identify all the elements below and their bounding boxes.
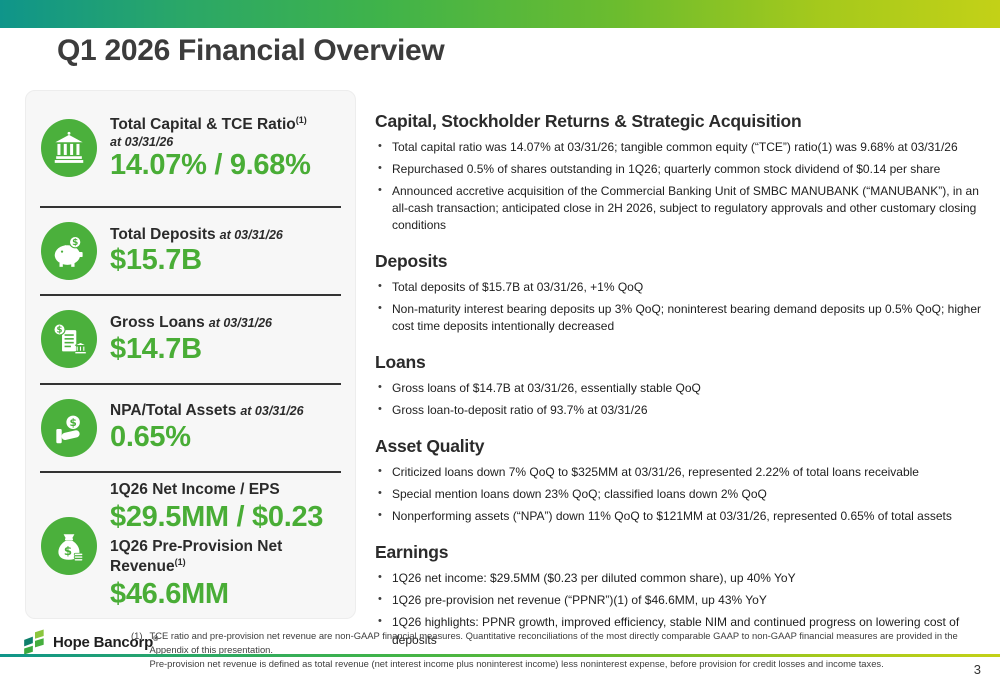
bullet-item: Gross loans of $14.7B at 03/31/26, essen…: [375, 380, 989, 397]
section-heading: Asset Quality: [375, 436, 485, 457]
svg-text:$: $: [69, 417, 76, 429]
svg-text:$: $: [64, 544, 72, 558]
bullet-item: Non-maturity interest bearing deposits u…: [375, 301, 989, 335]
footnote-text: TCE ratio and pre-provision net revenue …: [149, 630, 958, 670]
metric-title: 1Q26 Pre-Provision Net Revenue(1): [110, 538, 283, 575]
piggy-bank-icon: $: [41, 222, 97, 281]
footnote-marker: (1): [131, 630, 143, 641]
page-title: Q1 2026 Financial Overview: [57, 34, 445, 67]
hope-bancorp-logo-icon: [24, 629, 44, 655]
divider: [40, 382, 341, 385]
section-capital: Capital, Stockholder Returns & Strategic…: [375, 111, 989, 234]
metric-date: at 03/31/26: [208, 315, 272, 330]
footnote: (1) TCE ratio and pre-provision net reve…: [131, 629, 987, 671]
hand-coin-icon: $: [41, 398, 97, 457]
divider: [40, 471, 341, 474]
metric-value: $29.5MM / $0.23: [110, 500, 324, 533]
metric-net-income: $ 1Q26 Net Income / EPS $29.5MM / $0.23 …: [26, 473, 355, 618]
bullet-item: Repurchased 0.5% of shares outstanding i…: [375, 161, 989, 178]
money-bag-icon: $: [41, 516, 97, 575]
metric-date: at 03/31/26: [219, 227, 283, 242]
bank-icon: [41, 119, 97, 178]
metric-total-deposits: $ Total Deposits at 03/31/26 $15.7B: [26, 208, 355, 294]
metric-date: at 03/31/26: [240, 404, 304, 419]
logo-text: Hope Bancorp®: [53, 633, 159, 651]
metric-date: at 03/31/26: [110, 135, 174, 150]
metric-title: Total Capital & TCE Ratio(1): [110, 115, 307, 134]
footnote-ref: (1): [174, 556, 186, 567]
page-number: 3: [973, 662, 981, 677]
metric-title: Total Deposits at 03/31/26: [110, 225, 283, 243]
content-sections: Capital, Stockholder Returns & Strategic…: [375, 111, 989, 666]
section-loans: Loans Gross loans of $14.7B at 03/31/26,…: [375, 352, 989, 419]
metric-value: 14.07% / 9.68%: [110, 149, 311, 182]
top-gradient-bar: [0, 0, 1000, 28]
bullet-item: Announced accretive acquisition of the C…: [375, 183, 989, 234]
divider: [40, 205, 341, 208]
section-heading: Capital, Stockholder Returns & Strategic…: [375, 111, 802, 131]
bullet-item: Total deposits of $15.7B at 03/31/26, +1…: [375, 279, 989, 296]
bullet-item: Gross loan-to-deposit ratio of 93.7% at …: [375, 402, 989, 419]
metric-value: $15.7B: [110, 244, 202, 277]
company-logo: Hope Bancorp®: [22, 629, 158, 655]
loan-documents-icon: $: [41, 310, 97, 369]
section-heading: Loans: [375, 352, 426, 373]
divider: [40, 294, 341, 297]
section-heading: Earnings: [375, 542, 449, 563]
bullet-item: Criticized loans down 7% QoQ to $325MM a…: [375, 464, 989, 481]
section-asset-quality: Asset Quality Criticized loans down 7% Q…: [375, 436, 989, 525]
bullet-item: 1Q26 net income: $29.5MM ($0.23 per dilu…: [375, 570, 989, 587]
metric-gross-loans: $ Gross Loans at 03/31/26 $14.7B: [26, 296, 355, 382]
bullet-item: 1Q26 highlights: PPNR growth, improved e…: [375, 614, 989, 648]
section-earnings: Earnings 1Q26 net income: $29.5MM ($0.23…: [375, 542, 989, 648]
footnote-ref: (1): [295, 115, 307, 126]
metric-value: 0.65%: [110, 420, 191, 453]
metric-total-capital: Total Capital & TCE Ratio(1) at 03/31/26…: [26, 91, 355, 206]
section-deposits: Deposits Total deposits of $15.7B at 03/…: [375, 251, 989, 335]
metric-title: Gross Loans at 03/31/26: [110, 313, 272, 331]
metric-value: $46.6MM: [110, 577, 229, 610]
svg-text:$: $: [57, 326, 63, 336]
bullet-item: Total capital ratio was 14.07% at 03/31/…: [375, 139, 989, 156]
bullet-item: Nonperforming assets (“NPA”) down 11% Qo…: [375, 508, 989, 525]
metric-npa-total-assets: $ NPA/Total Assets at 03/31/26 0.65%: [26, 385, 355, 471]
bullet-item: 1Q26 pre-provision net revenue (“PPNR”)(…: [375, 592, 989, 609]
bullet-item: Special mention loans down 23% QoQ; clas…: [375, 486, 989, 503]
registered-mark: ®: [153, 635, 159, 643]
svg-text:$: $: [72, 238, 78, 248]
metric-title: NPA/Total Assets at 03/31/26: [110, 402, 304, 420]
metric-title: 1Q26 Net Income / EPS: [110, 481, 280, 499]
metric-value: $14.7B: [110, 332, 202, 365]
bottom-gradient-rule: [0, 654, 1000, 657]
metrics-card: Total Capital & TCE Ratio(1) at 03/31/26…: [25, 90, 356, 619]
section-heading: Deposits: [375, 251, 448, 272]
